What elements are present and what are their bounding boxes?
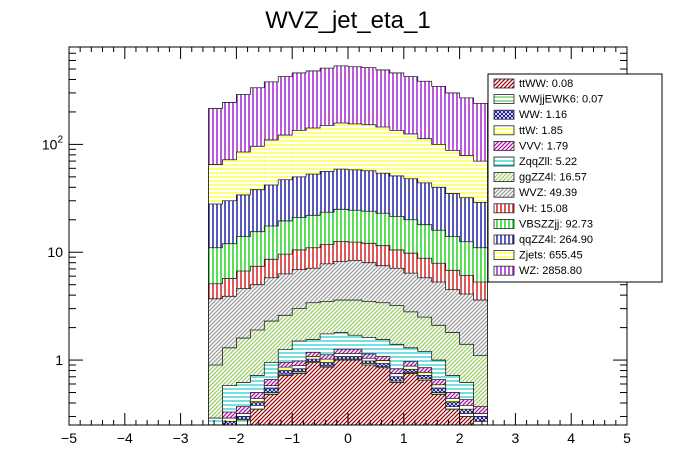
y-tick-label: 1 [55, 352, 63, 368]
outline-vh [208, 241, 488, 425]
legend-label: ggZZ4l: 16.57 [519, 172, 587, 184]
legend-entry-zjets: Zjets: 655.45 [493, 250, 583, 262]
bar-ttww-16 [431, 394, 446, 425]
legend-entry-ttww: ttWW: 0.08 [493, 78, 573, 90]
bar-wwjjewk6-19 [473, 421, 488, 425]
bar-ttww-14 [403, 373, 418, 425]
bar-ttww-7 [306, 362, 321, 425]
outline-zjets [208, 122, 488, 425]
outline-qqzz4l [208, 168, 488, 425]
legend-swatch [493, 234, 515, 245]
x-tick-label: −1 [284, 430, 300, 446]
legend-swatch [493, 203, 515, 214]
bar-ww-19 [473, 416, 488, 425]
bar-ww-1 [222, 421, 237, 425]
bar-ttww-6 [292, 373, 307, 425]
legend-entry-zqqzll: ZqqZll: 5.22 [493, 156, 577, 168]
x-tick-label: 4 [567, 430, 575, 446]
legend-label: VH: 15.08 [519, 203, 568, 215]
legend-entry-qqzz4l: qqZZ4l: 264.90 [493, 234, 593, 246]
legend-label: Zjets: 655.45 [519, 250, 583, 262]
outline-ggzz4l [208, 299, 488, 425]
bar-ttww-15 [417, 380, 432, 425]
outline-wz [208, 65, 488, 425]
legend-entry-ww: WW: 1.16 [493, 109, 567, 121]
legend-label: VBSZZjj: 92.73 [519, 218, 593, 230]
stack-bars [208, 65, 488, 426]
bar-ttww-11 [361, 365, 376, 425]
x-tick-label: −5 [61, 430, 77, 446]
bar-ttww-17 [445, 409, 460, 425]
y-axis: 1 10 102 [42, 46, 627, 417]
legend-entry-vvv: VVV: 1.79 [493, 140, 568, 152]
legend-label: WW: 1.16 [519, 109, 567, 121]
legend-label: WWjjEWK6: 0.07 [519, 94, 603, 106]
legend-entry-wz: WZ: 2858.80 [493, 265, 582, 277]
legend-swatch [493, 218, 515, 229]
x-tick-label: 3 [512, 430, 520, 446]
legend-swatch [493, 172, 515, 183]
legend-swatch [493, 78, 515, 89]
bar-zqqzll-0 [208, 418, 223, 425]
legend-swatch [493, 187, 515, 198]
legend: ttWW: 0.08 WWjjEWK6: 0.07 WW: 1.16 ttW: 1.8… [487, 73, 663, 283]
series-ttww [208, 359, 488, 426]
outline-vbszzjj [208, 208, 488, 425]
legend-swatch [493, 140, 515, 151]
bar-ttww-13 [389, 382, 404, 425]
y-tick-label: 102 [42, 134, 64, 152]
legend-swatch [493, 250, 515, 261]
bar-ggzz4l-0 [208, 365, 223, 425]
bar-ttww-3 [250, 409, 265, 425]
legend-entry-ttw: ttW: 1.85 [493, 125, 563, 137]
bar-ttww-18 [459, 416, 474, 425]
legend-swatch [493, 125, 515, 136]
legend-entry-wwjjewk6: WWjjEWK6: 0.07 [493, 94, 603, 106]
bar-ttww-5 [278, 375, 293, 425]
x-tick-label: −2 [228, 430, 244, 446]
outline-wvz [208, 260, 488, 425]
legend-entry-vh: VH: 15.08 [493, 203, 568, 215]
chart-title: WVZ_jet_eta_1 [265, 7, 430, 34]
bar-ttww-9 [334, 360, 348, 425]
bar-ttww-8 [320, 367, 335, 425]
legend-label: WZ: 2858.80 [519, 265, 582, 277]
x-tick-label: 0 [344, 430, 352, 446]
legend-entry-vbszzjj: VBSZZjj: 92.73 [493, 218, 593, 230]
outline-zqqzll [208, 332, 488, 425]
legend-swatch [493, 94, 515, 104]
legend-label: ttWW: 0.08 [519, 78, 573, 90]
bar-ttww-4 [264, 394, 279, 425]
x-tick-label: 5 [623, 430, 631, 446]
y-tick-label: 10 [47, 244, 63, 260]
x-tick-label: 1 [400, 430, 408, 446]
legend-label: ZqqZll: 5.22 [519, 156, 577, 168]
legend-label: VVV: 1.79 [519, 140, 568, 152]
bar-ttww-10 [348, 360, 362, 425]
outline-ttww [208, 359, 488, 426]
legend-entry-wvz: WVZ: 49.39 [493, 187, 577, 199]
legend-swatch [493, 265, 515, 276]
legend-entry-ggzz4l: ggZZ4l: 16.57 [493, 172, 587, 184]
x-axis: −5 −4 −3 −2 −1 0 1 2 3 4 5 [61, 47, 631, 446]
legend-label: ttW: 1.85 [519, 125, 563, 137]
legend-label: qqZZ4l: 264.90 [519, 234, 593, 246]
legend-swatch [493, 109, 515, 120]
x-tick-label: −3 [173, 430, 189, 446]
bar-ttww-12 [375, 367, 390, 425]
x-tick-label: −4 [117, 430, 133, 446]
x-tick-label: 2 [456, 430, 464, 446]
legend-label: WVZ: 49.39 [519, 187, 577, 199]
bar-wwjjewk6-2 [236, 419, 251, 425]
legend-swatch [493, 156, 515, 167]
